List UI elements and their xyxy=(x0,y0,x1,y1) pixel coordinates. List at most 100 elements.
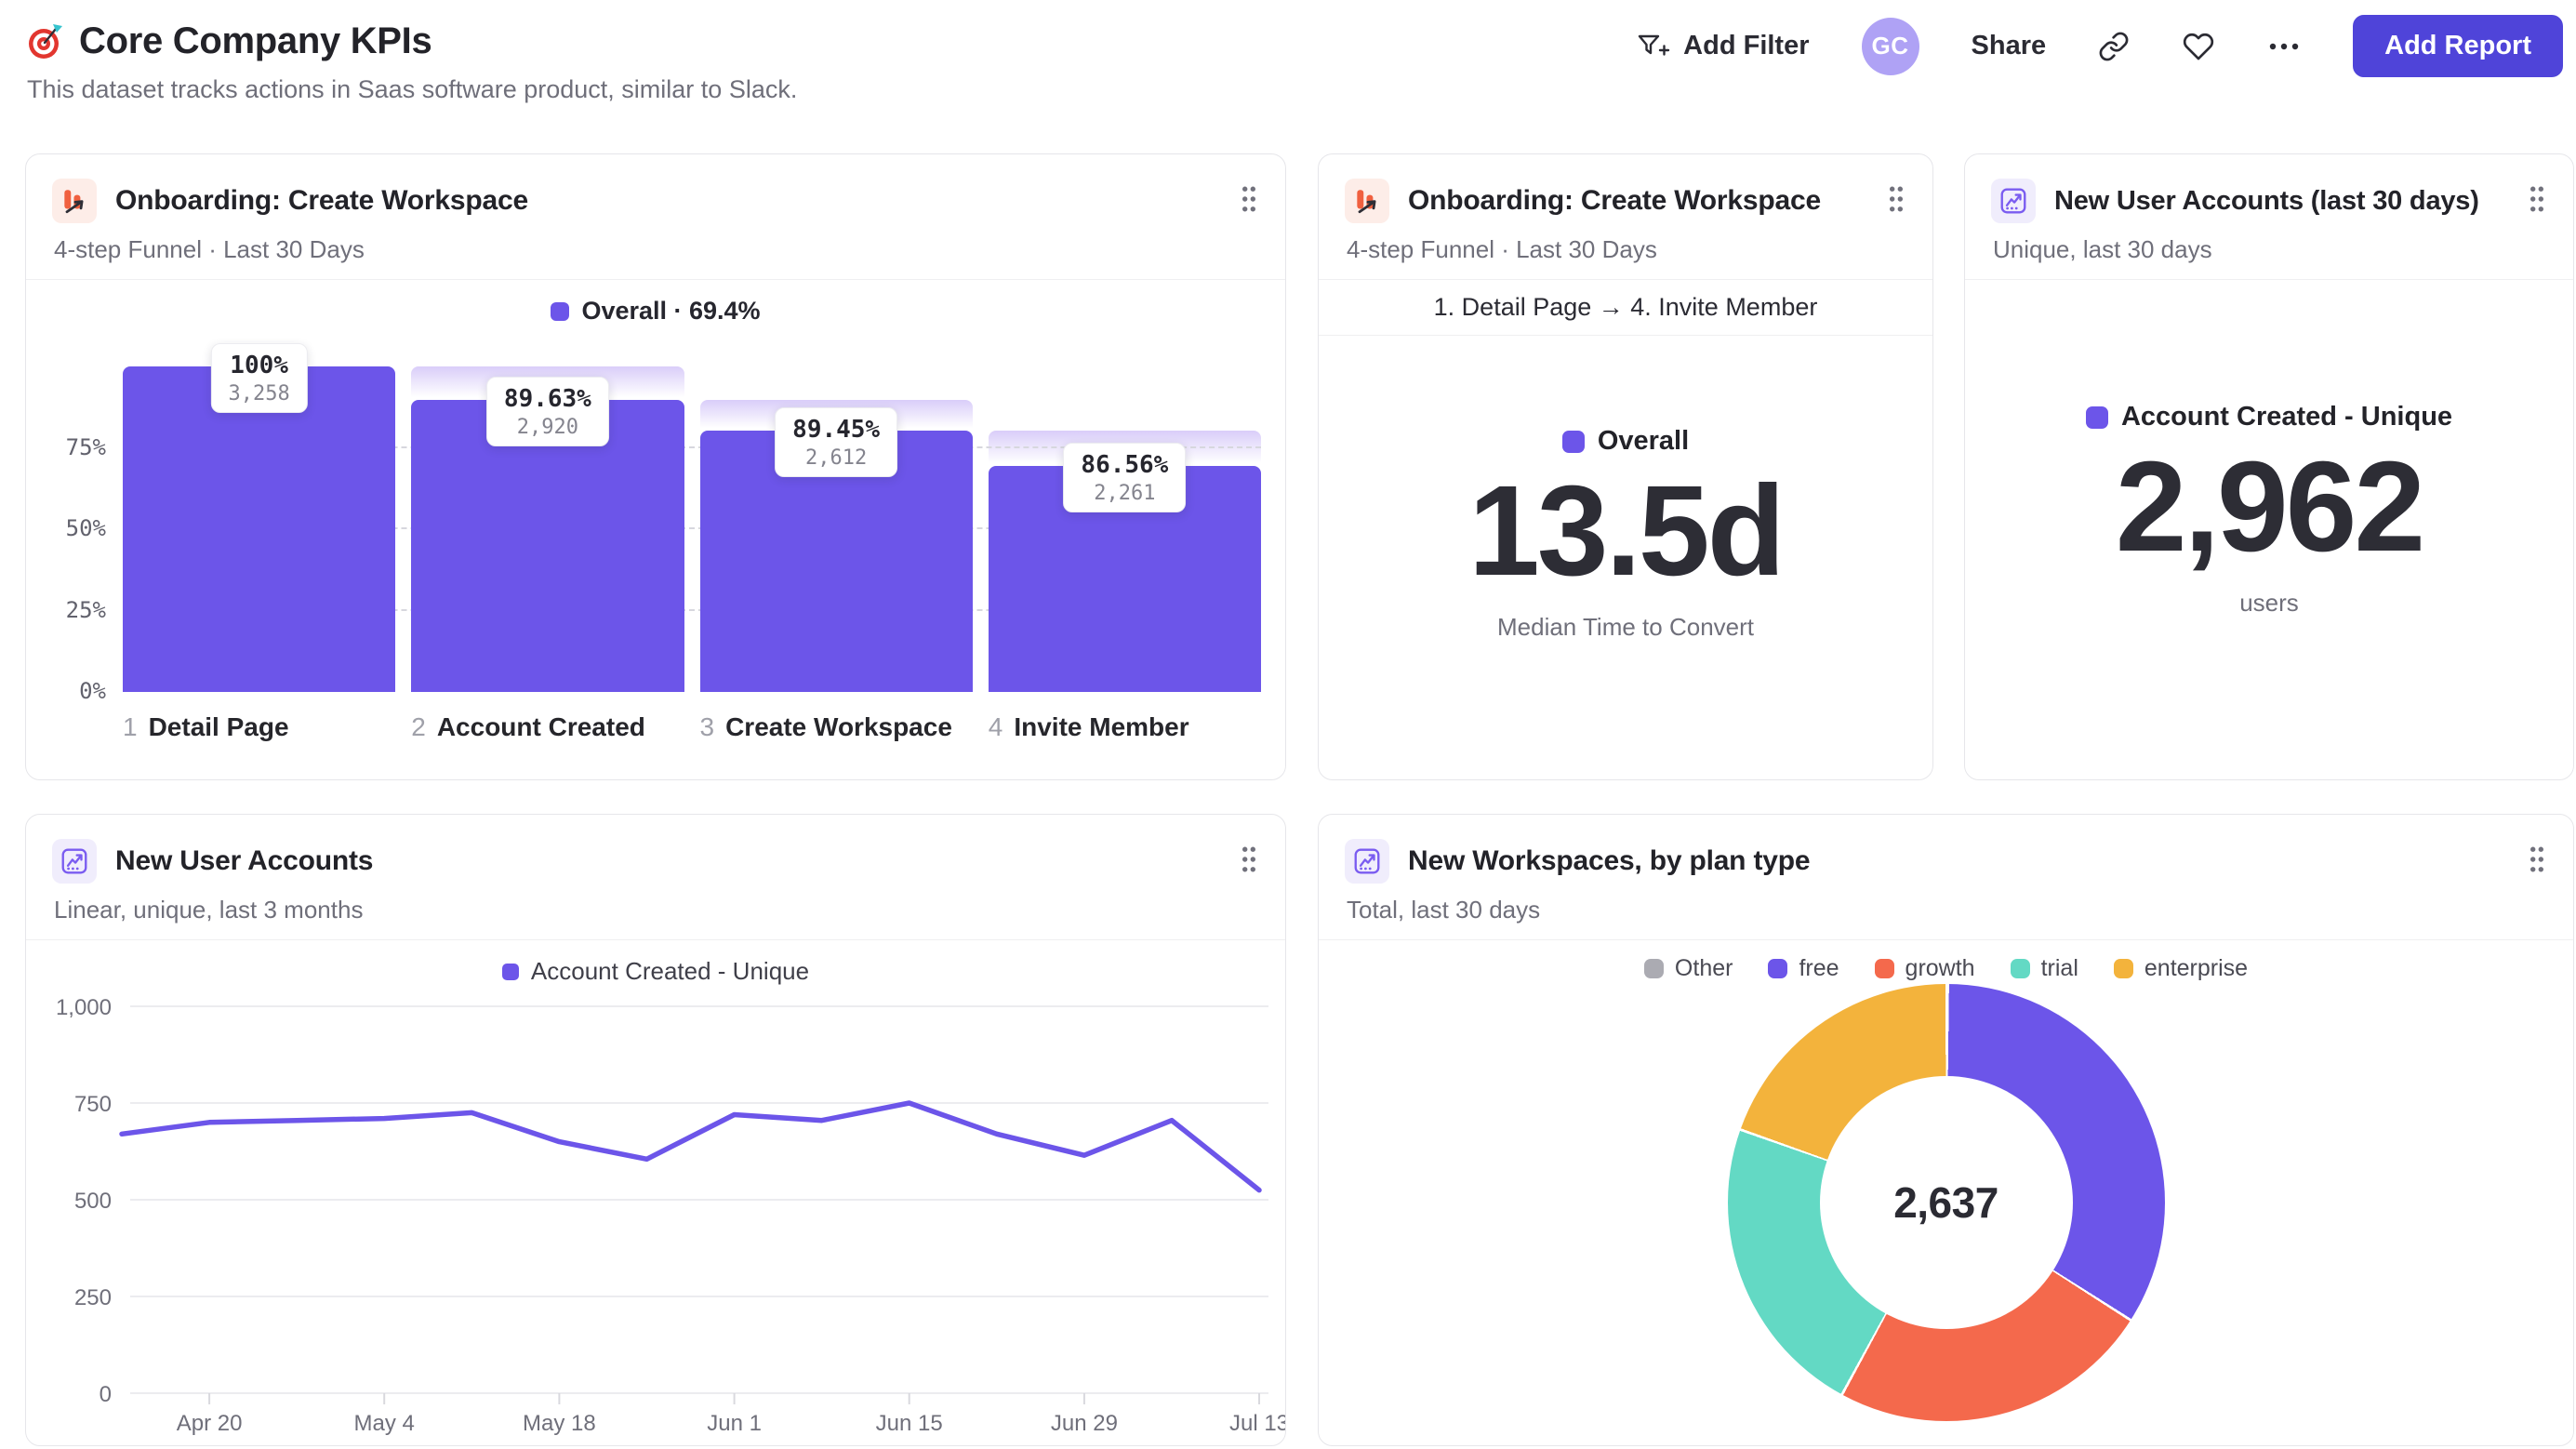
donut-chart[interactable]: 2,637 xyxy=(1727,984,2165,1421)
donut-legend-item-free[interactable]: free xyxy=(1768,955,1839,982)
metric-caption: users xyxy=(2239,588,2299,617)
funnel-step-number: 4 xyxy=(988,712,1003,741)
metric-value: 2,962 xyxy=(2115,435,2425,579)
funnel-bar-step-2[interactable]: 89.63% 2,920 xyxy=(411,366,684,692)
line-chart[interactable]: 1,000 750 500 250 0 Apr 20 May 4 May 18 Jun 1 Jun… xyxy=(26,971,1285,1445)
funnel-bar-fill xyxy=(411,400,684,692)
avatar[interactable]: GC xyxy=(1861,17,1919,75)
donut-total: 2,637 xyxy=(1893,1178,1998,1227)
metric-legend[interactable]: Account Created - Unique xyxy=(2085,402,2453,432)
legend-swatch xyxy=(1561,430,1585,453)
funnel-chart: 75% 50% 25% 0% 100% 3,258 89.63% 2,920 89.45% 2,6… xyxy=(66,343,1261,742)
more-options-button[interactable] xyxy=(2267,41,2301,52)
new-user-accounts-metric-card: New User Accounts (last 30 days) Unique,… xyxy=(1964,153,2574,780)
divider xyxy=(26,279,1285,280)
time-to-convert-card: Onboarding: Create Workspace 4-step Funn… xyxy=(1318,153,1933,780)
legend-swatch xyxy=(1643,959,1664,978)
card-title[interactable]: New Workspaces, by plan type xyxy=(1408,845,1811,876)
card-title[interactable]: Onboarding: Create Workspace xyxy=(115,185,528,216)
svg-text:500: 500 xyxy=(74,1189,112,1214)
card-title[interactable]: Onboarding: Create Workspace xyxy=(1408,185,1821,216)
drag-handle-icon[interactable] xyxy=(1239,182,1259,220)
metric-legend[interactable]: Overall xyxy=(1561,426,1690,457)
header-actions: Add Filter GC Share Add Report xyxy=(1637,15,2563,77)
page-header: Core Company KPIs This dataset tracks ac… xyxy=(25,20,797,104)
legend-label: growth xyxy=(1905,955,1975,981)
funnel-step-axis-label: 4 Invite Member xyxy=(989,712,1261,742)
insights-report-icon xyxy=(52,839,97,884)
share-label: Share xyxy=(1971,31,2047,60)
card-title[interactable]: New User Accounts (last 30 days) xyxy=(2054,185,2479,216)
legend-swatch xyxy=(501,963,519,980)
add-filter-button[interactable]: Add Filter xyxy=(1637,31,1810,61)
link-icon xyxy=(2098,31,2130,62)
drag-handle-icon[interactable] xyxy=(1886,182,1906,220)
add-report-button[interactable]: Add Report xyxy=(2353,15,2563,77)
drag-handle-icon[interactable] xyxy=(2527,843,2547,881)
divider xyxy=(26,939,1285,940)
favorite-button[interactable] xyxy=(2182,31,2215,62)
donut-chart-card: New Workspaces, by plan type Total, last… xyxy=(1318,814,2574,1446)
funnel-step-name: Detail Page xyxy=(148,712,289,741)
divider xyxy=(1965,279,2573,280)
card-subtitle: Unique, last 30 days xyxy=(1993,235,2212,263)
line-chart-card: New User Accounts Linear, unique, last 3… xyxy=(25,814,1286,1446)
card-subtitle: Linear, unique, last 3 months xyxy=(54,896,364,924)
funnel-step-range: 1. Detail Page → 4. Invite Member xyxy=(1433,293,1818,321)
page-subtitle: This dataset tracks actions in Saas soft… xyxy=(27,75,798,103)
insights-report-icon xyxy=(1991,179,2036,223)
funnel-step-conversion-pct: 86.56% xyxy=(1081,451,1169,480)
funnel-chart-card: Onboarding: Create Workspace 4-step Funn… xyxy=(25,153,1286,780)
funnel-step-label-card: 86.56% 2,261 xyxy=(1063,443,1187,513)
share-button[interactable]: Share xyxy=(1972,31,2047,61)
card-subtitle: 4-step Funnel · Last 30 Days xyxy=(1347,235,1657,263)
insights-report-icon xyxy=(1345,839,1389,884)
donut-legend-item-enterprise[interactable]: enterprise xyxy=(2113,955,2248,982)
donut-legend: Other free growth trial enterprise xyxy=(1319,955,2573,982)
add-filter-label: Add Filter xyxy=(1683,31,1810,60)
funnel-bar-step-3[interactable]: 89.45% 2,612 xyxy=(699,366,973,692)
funnel-y-tick-label: 75% xyxy=(65,433,106,460)
divider xyxy=(1319,335,1932,336)
metric-value: 13.5d xyxy=(1468,459,1786,604)
donut-legend-item-other[interactable]: Other xyxy=(1643,955,1733,982)
metric-caption: Median Time to Convert xyxy=(1496,612,1754,641)
funnel-legend[interactable]: Overall · 69.4% xyxy=(26,297,1285,326)
copy-link-button[interactable] xyxy=(2098,31,2130,62)
funnel-gridline xyxy=(123,445,1261,448)
funnel-step-count: 3,258 xyxy=(228,382,290,405)
funnel-step-axis-label: 2 Account Created xyxy=(411,712,684,742)
line-legend[interactable]: Account Created - Unique xyxy=(26,957,1285,986)
svg-text:Jul 13: Jul 13 xyxy=(1229,1411,1285,1436)
legend-label: free xyxy=(1799,955,1839,981)
funnel-step-label-card: 100% 3,258 xyxy=(210,343,308,413)
funnel-bar-step-1[interactable]: 100% 3,258 xyxy=(123,343,396,692)
page-title: Core Company KPIs xyxy=(79,20,432,61)
legend-swatch xyxy=(2113,959,2133,978)
metric-content: Overall 13.5d Median Time to Convert xyxy=(1319,322,1932,779)
svg-text:May 18: May 18 xyxy=(523,1411,596,1436)
funnel-step-label-card: 89.45% 2,612 xyxy=(775,407,898,478)
funnel-step-number: 1 xyxy=(123,712,138,741)
funnel-step-conversion-pct: 89.63% xyxy=(503,385,591,414)
drag-handle-icon[interactable] xyxy=(1239,843,1259,881)
funnel-y-tick-label: 25% xyxy=(65,596,106,623)
donut-legend-item-trial[interactable]: trial xyxy=(2010,955,2078,982)
funnel-y-tick-label: 50% xyxy=(65,515,106,541)
donut-hole: 2,637 xyxy=(1819,1076,2073,1329)
legend-swatch xyxy=(1874,959,1894,978)
legend-label: Overall xyxy=(1597,426,1690,457)
funnel-step-name: Account Created xyxy=(436,712,645,741)
legend-label: Account Created - Unique xyxy=(2120,402,2453,432)
card-subtitle: 4-step Funnel · Last 30 Days xyxy=(54,235,365,263)
funnel-step-number: 2 xyxy=(411,712,426,741)
legend-label: Overall · 69.4% xyxy=(581,297,761,325)
card-title[interactable]: New User Accounts xyxy=(115,845,374,876)
metric-content: Account Created - Unique 2,962 users xyxy=(1965,273,2573,779)
donut-legend-item-growth[interactable]: growth xyxy=(1874,955,1975,982)
funnel-bar-step-4[interactable]: 86.56% 2,261 xyxy=(988,366,1261,692)
drag-handle-icon[interactable] xyxy=(2527,182,2547,220)
svg-text:Jun 15: Jun 15 xyxy=(876,1411,943,1436)
funnel-bar-fill xyxy=(123,366,396,692)
card-subtitle: Total, last 30 days xyxy=(1347,896,1541,924)
